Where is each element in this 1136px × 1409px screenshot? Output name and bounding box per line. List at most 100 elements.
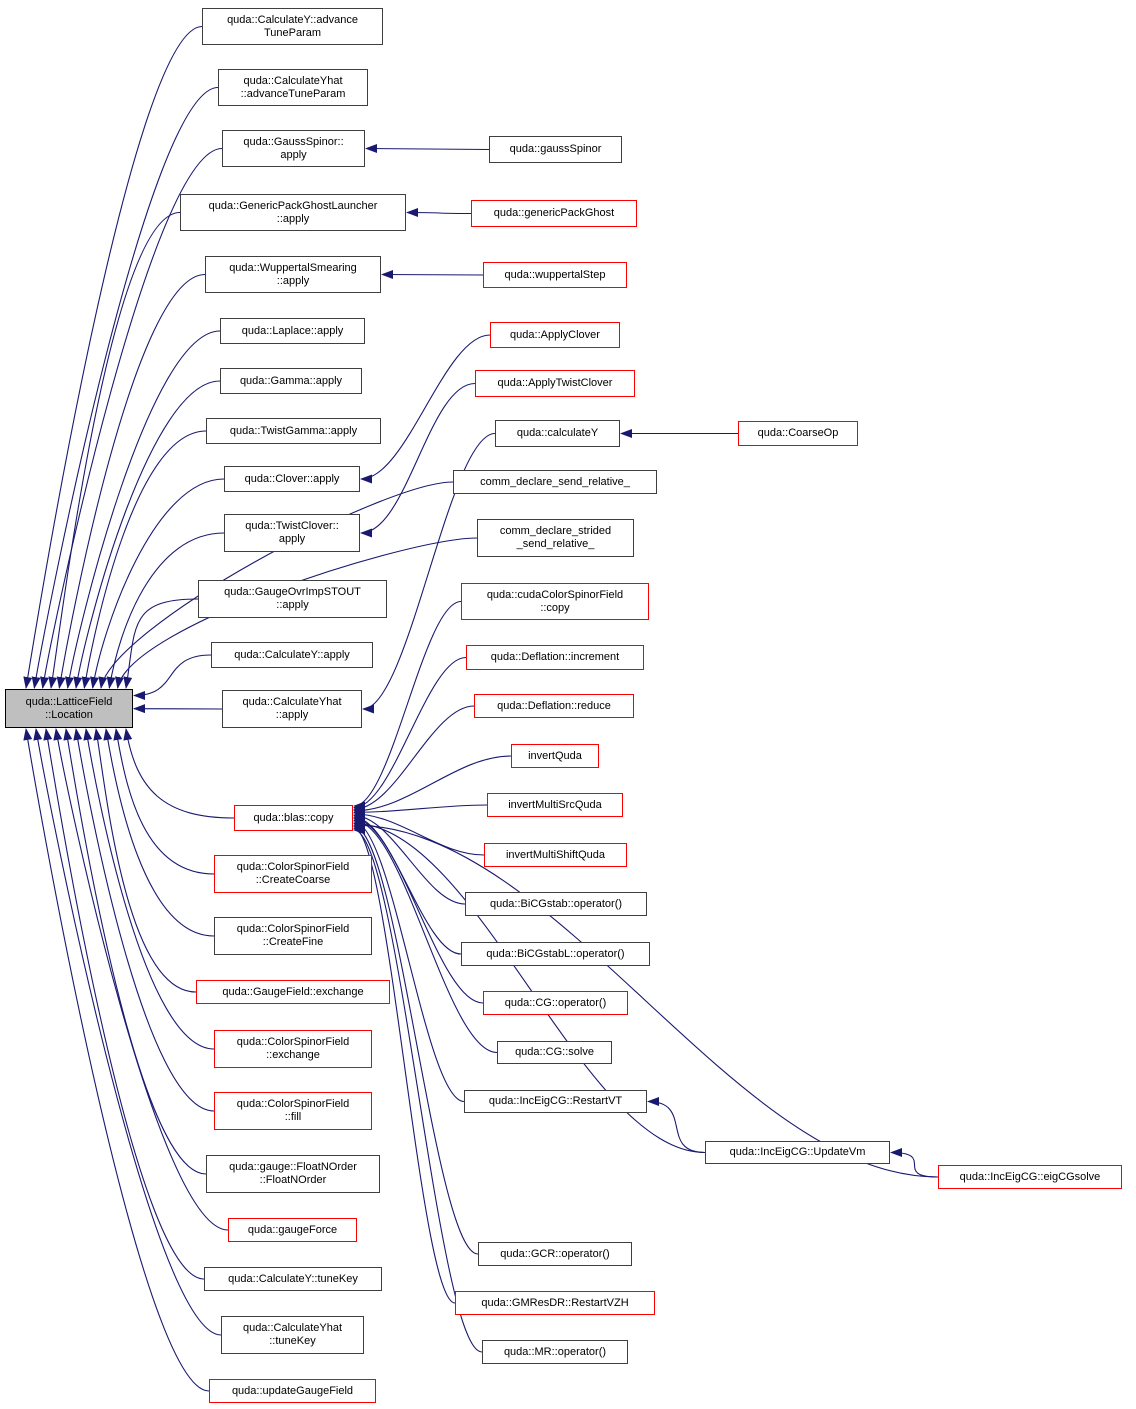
edge-invertMultiShift-to-blas_copy <box>353 809 485 856</box>
graph-node-label: quda::Gamma::apply <box>239 374 343 387</box>
edge-mr_op-to-blas_copy <box>353 825 483 1353</box>
graph-node-label: comm_declare_send_relative_ <box>480 475 630 488</box>
graph-node-defl_red[interactable]: quda::Deflation::reduce <box>474 694 634 718</box>
graph-node-label: quda::IncEigCG::UpdateVm <box>729 1146 866 1158</box>
graph-node-mr_op[interactable]: quda::MR::operator() <box>482 1340 628 1364</box>
graph-node-label: quda::ApplyTwistClover <box>497 377 613 389</box>
graph-node-label: quda::BiCGstab::operator() <box>489 897 623 910</box>
edge-updateVm-to-restartVT <box>647 1097 706 1154</box>
graph-node-updateGaugeField[interactable]: quda::updateGaugeField <box>209 1379 376 1403</box>
graph-node-twistClover_apply[interactable]: quda::TwistClover:: apply <box>224 514 360 552</box>
graph-node-label: quda::updateGaugeField <box>231 1384 354 1397</box>
graph-node-gamma_apply[interactable]: quda::Gamma::apply <box>220 368 362 394</box>
graph-node-label: quda::Deflation::reduce <box>497 699 611 712</box>
edge-floatN-to-location <box>63 728 207 1175</box>
graph-node-updateVm[interactable]: quda::IncEigCG::UpdateVm <box>705 1141 890 1164</box>
edge-gpgl_apply-to-location <box>48 211 181 689</box>
graph-node-csf_fill[interactable]: quda::ColorSpinorField ::fill <box>214 1092 372 1130</box>
graph-node-label: quda::ApplyClover <box>510 328 600 341</box>
graph-node-cg_op[interactable]: quda::CG::operator() <box>483 991 628 1015</box>
graph-node-invertMultiShift[interactable]: invertMultiShiftQuda <box>484 843 627 867</box>
graph-node-wuppertal_apply[interactable]: quda::WuppertalSmearing ::apply <box>205 256 381 293</box>
graph-node-label: quda::CalculateYhat ::apply <box>242 696 342 721</box>
graph-node-bicgstab_op[interactable]: quda::BiCGstab::operator() <box>465 892 647 916</box>
graph-node-label: quda::calculateY <box>516 427 599 439</box>
edge-csf_fill-to-location <box>73 728 215 1112</box>
graph-node-invertQuda[interactable]: invertQuda <box>511 744 599 768</box>
graph-node-calcYhat_tuneKey[interactable]: quda::CalculateYhat ::tuneKey <box>221 1316 364 1354</box>
graph-node-applyTwistClover[interactable]: quda::ApplyTwistClover <box>475 370 635 397</box>
graph-node-label: quda::ColorSpinorField ::fill <box>236 1098 350 1123</box>
graph-node-applyClover[interactable]: quda::ApplyClover <box>490 322 620 348</box>
graph-node-createCoarse[interactable]: quda::ColorSpinorField ::CreateCoarse <box>214 855 372 893</box>
graph-node-csf_exchange[interactable]: quda::ColorSpinorField ::exchange <box>214 1030 372 1068</box>
edge-ccsf_copy-to-blas_copy <box>353 600 462 811</box>
edge-wuppertal_apply-to-location <box>56 273 206 689</box>
graph-node-gpgl_apply[interactable]: quda::GenericPackGhostLauncher ::apply <box>180 194 406 231</box>
graph-node-label: quda::CalculateY::advance TuneParam <box>227 13 358 39</box>
graph-node-calcYhat_advTune[interactable]: quda::CalculateYhat ::advanceTuneParam <box>218 69 368 106</box>
graph-node-comm_send[interactable]: comm_declare_send_relative_ <box>453 470 657 494</box>
edge-restartVT-to-blas_copy <box>353 817 465 1103</box>
graph-node-label: invertMultiSrcQuda <box>508 798 602 811</box>
edge-laplace_apply-to-location <box>65 330 221 689</box>
graph-node-label: quda::ColorSpinorField ::exchange <box>236 1036 350 1061</box>
graph-node-bicgstabl_op[interactable]: quda::BiCGstabL::operator() <box>461 942 650 966</box>
graph-node-genericPackGhost[interactable]: quda::genericPackGhost <box>471 200 637 227</box>
edge-updateGaugeField-to-location <box>23 728 210 1392</box>
graph-node-clover_apply[interactable]: quda::Clover::apply <box>224 466 360 492</box>
edge-gaugeForce-to-location <box>53 728 229 1231</box>
graph-node-label: quda::gaugeForce <box>247 1223 338 1236</box>
graph-node-label: quda::CalculateYhat ::advanceTuneParam <box>240 74 346 100</box>
graph-node-stout_apply[interactable]: quda::GaugeOvrImpSTOUT ::apply <box>198 580 387 618</box>
graph-node-gaussSpinor_apply[interactable]: quda::GaussSpinor:: apply <box>222 130 365 167</box>
edge-gf_exchange-to-location <box>93 728 197 993</box>
graph-node-label: quda::BiCGstabL::operator() <box>486 947 625 960</box>
graph-node-eigCGsolve[interactable]: quda::IncEigCG::eigCGsolve <box>938 1165 1122 1189</box>
graph-node-label: quda::CG::solve <box>515 1046 594 1058</box>
graph-node-calcY_apply[interactable]: quda::CalculateY::apply <box>211 642 373 668</box>
graph-node-calcY_tuneKey[interactable]: quda::CalculateY::tuneKey <box>204 1267 382 1291</box>
edge-comm_send-to-location <box>98 481 454 689</box>
graph-node-label: quda::MR::operator() <box>503 1345 607 1358</box>
graph-node-label: quda::cudaColorSpinorField ::copy <box>486 588 624 614</box>
graph-node-ccsf_copy[interactable]: quda::cudaColorSpinorField ::copy <box>461 583 649 620</box>
edge-genericPackGhost-to-gpgl_apply <box>406 208 472 218</box>
graph-node-label: quda::TwistClover:: apply <box>245 520 339 545</box>
graph-node-gmres_vzh[interactable]: quda::GMResDR::RestartVZH <box>455 1291 655 1315</box>
graph-node-gf_exchange[interactable]: quda::GaugeField::exchange <box>196 980 390 1004</box>
graph-node-label: quda::GaugeOvrImpSTOUT ::apply <box>224 586 361 611</box>
edge-gcr_op-to-blas_copy <box>353 822 479 1255</box>
graph-node-calculateY[interactable]: quda::calculateY <box>495 420 620 447</box>
graph-node-gaussSpinor[interactable]: quda::gaussSpinor <box>489 136 622 163</box>
graph-node-invertMultiSrc[interactable]: invertMultiSrcQuda <box>487 793 623 817</box>
graph-node-label: quda::Clover::apply <box>244 472 340 485</box>
graph-node-defl_inc[interactable]: quda::Deflation::increment <box>466 645 644 670</box>
graph-node-label: quda::ColorSpinorField ::CreateFine <box>236 923 350 948</box>
edge-createFine-to-location <box>103 728 215 937</box>
graph-node-blas_copy[interactable]: quda::blas::copy <box>234 805 353 831</box>
graph-node-label: quda::IncEigCG::RestartVT <box>488 1095 623 1107</box>
graph-node-gcr_op[interactable]: quda::GCR::operator() <box>478 1242 632 1266</box>
graph-node-createFine[interactable]: quda::ColorSpinorField ::CreateFine <box>214 917 372 955</box>
graph-node-restartVT[interactable]: quda::IncEigCG::RestartVT <box>464 1090 647 1113</box>
graph-node-floatN[interactable]: quda::gauge::FloatNOrder ::FloatNOrder <box>206 1155 380 1193</box>
graph-node-wuppertalStep[interactable]: quda::wuppertalStep <box>483 262 627 288</box>
graph-node-calcY_advTune[interactable]: quda::CalculateY::advance TuneParam <box>202 8 383 45</box>
graph-node-gaugeForce[interactable]: quda::gaugeForce <box>228 1218 357 1242</box>
graph-node-label: quda::Laplace::apply <box>241 324 344 337</box>
graph-node-comm_strided[interactable]: comm_declare_strided _send_relative_ <box>477 519 634 557</box>
edge-eigCGsolve-to-blas_copy <box>353 820 939 1178</box>
graph-node-location: quda::LatticeField ::Location <box>5 689 133 728</box>
graph-node-coarseOp[interactable]: quda::CoarseOp <box>738 421 858 446</box>
edge-invertMultiSrc-to-blas_copy <box>353 804 488 817</box>
graph-node-cg_solve[interactable]: quda::CG::solve <box>497 1041 612 1064</box>
graph-node-laplace_apply[interactable]: quda::Laplace::apply <box>220 318 365 344</box>
edge-gmres_vzh-to-blas_copy <box>353 824 456 1304</box>
edge-calcY_apply-to-location <box>133 654 212 700</box>
graph-node-label: quda::CalculateYhat ::tuneKey <box>242 1322 343 1347</box>
graph-node-twistGamma_apply[interactable]: quda::TwistGamma::apply <box>206 418 381 444</box>
edge-twistGamma_apply-to-location <box>81 430 207 689</box>
graph-node-label: quda::CalculateY::tuneKey <box>228 1272 358 1285</box>
graph-node-calcYhat_apply[interactable]: quda::CalculateYhat ::apply <box>222 690 362 728</box>
